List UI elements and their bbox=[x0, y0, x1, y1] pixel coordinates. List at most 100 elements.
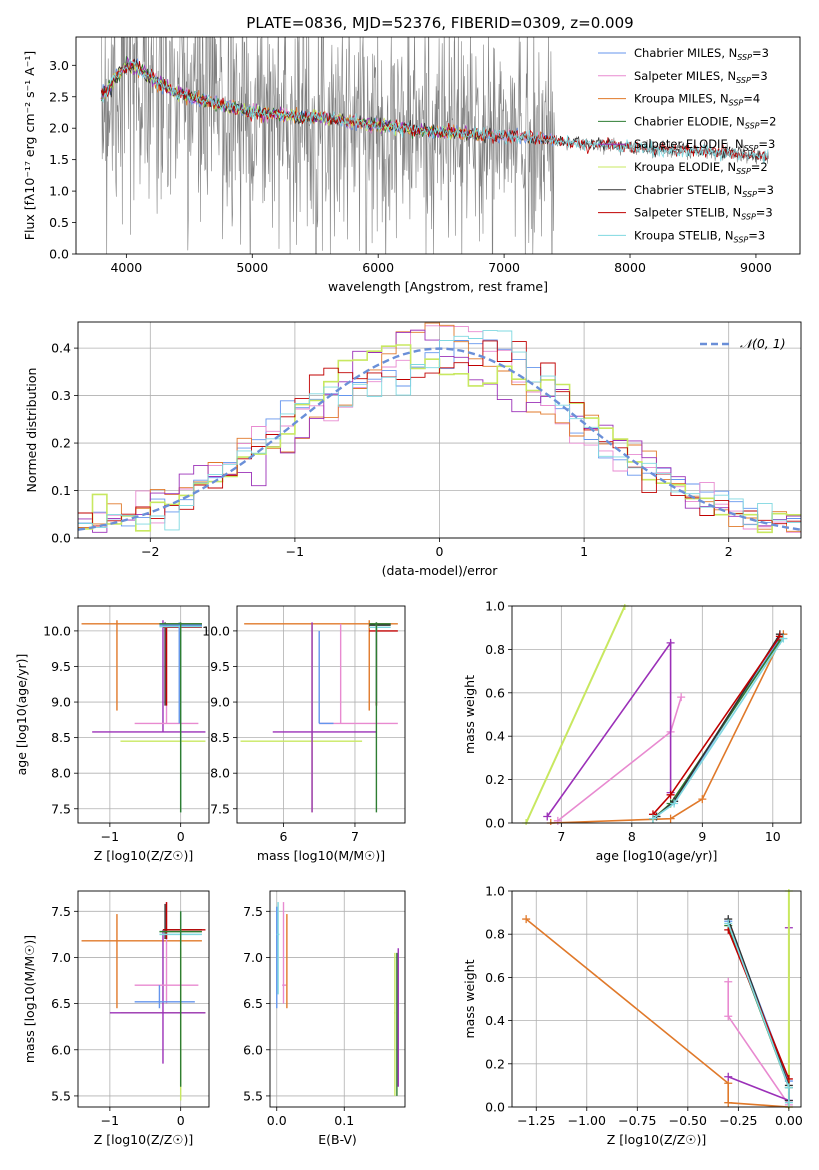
y-tick-label: 0.4 bbox=[485, 729, 505, 744]
residuals-chart: −2 −1 0 1 2 0.0 0.1 0.2 0.3 0.4 (data-model)/error… bbox=[24, 321, 802, 578]
plot-area bbox=[522, 889, 793, 1109]
y-axis-label: mass weight bbox=[462, 959, 477, 1038]
axes-frame bbox=[236, 605, 406, 824]
y-tick-label: 6.5 bbox=[243, 996, 263, 1011]
plots: 4000 5000 6000 7000 8000 90000.00.51.01.52.02… bbox=[14, 36, 803, 1148]
legend-label: Chabrier STELIB, NSSP=3 bbox=[634, 183, 774, 199]
legend-label: Chabrier ELODIE, NSSP=2 bbox=[634, 114, 776, 130]
point-marker bbox=[670, 799, 679, 808]
point-marker bbox=[724, 1072, 733, 1081]
y-tick-label: 5.5 bbox=[51, 1088, 71, 1103]
plot-area bbox=[240, 620, 398, 813]
y-tick-label: 7.0 bbox=[51, 950, 71, 965]
y-tick-label: 6.0 bbox=[51, 1042, 71, 1057]
point-marker bbox=[724, 1012, 733, 1021]
y-tick-label: 7.0 bbox=[243, 950, 263, 965]
series-kroupa_miles bbox=[525, 918, 789, 1108]
y-tick-label: 0.0 bbox=[51, 531, 71, 546]
histogram-kroupa_stelib bbox=[78, 330, 801, 531]
y-tick-label: 0.1 bbox=[51, 483, 71, 498]
point-marker bbox=[677, 693, 686, 702]
legend-label: Salpeter ELODIE, NSSP=3 bbox=[634, 137, 775, 153]
y-axis-label: Normed distribution bbox=[24, 368, 39, 493]
point-marker bbox=[784, 1098, 793, 1107]
x-tick-label: 7 bbox=[351, 829, 359, 844]
y-tick-label: 0.6 bbox=[485, 970, 505, 985]
axes-frame bbox=[77, 605, 210, 824]
point-marker bbox=[666, 638, 675, 647]
y-tick-label: 1.0 bbox=[485, 599, 505, 614]
axes-frame bbox=[269, 890, 406, 1108]
y-tick-label: 9.0 bbox=[210, 695, 230, 710]
y-tick-label: 0.5 bbox=[49, 215, 69, 230]
y-tick-label: 8.0 bbox=[210, 766, 230, 781]
y-tick-label: 0.8 bbox=[485, 642, 505, 657]
spectrum-chart: 4000 5000 6000 7000 8000 9000 0.0 0.5 1.0 1.5 2.0 2… bbox=[22, 36, 801, 294]
y-tick-label: 0.0 bbox=[49, 247, 69, 262]
y-tick-label: 0.6 bbox=[485, 685, 505, 700]
y-tick-label: 0.8 bbox=[485, 927, 505, 942]
x-tick-label: 8 bbox=[628, 829, 636, 844]
axes-frame bbox=[75, 36, 801, 255]
y-tick-label: 3.0 bbox=[49, 58, 69, 73]
plot-area bbox=[81, 902, 206, 1101]
y-tick-label: 1.0 bbox=[49, 184, 69, 199]
point-marker bbox=[522, 915, 531, 924]
point-marker bbox=[666, 790, 675, 799]
axes-frame bbox=[511, 605, 802, 824]
weight_vs_Z-chart: −1.25 −1.00 −0.75 −0.50 −0.25 0.00 0.0 0.2 0.4 0.… bbox=[462, 884, 803, 1148]
x-tick-label: 10 bbox=[765, 829, 781, 844]
y-axis-label: age [log10(age/yr)] bbox=[14, 654, 29, 776]
x-axis-label: Z [log10(Z/Z☉)] bbox=[94, 848, 194, 863]
y-tick-label: 2.5 bbox=[49, 89, 69, 104]
y-axis-label: mass weight bbox=[462, 675, 477, 754]
y-tick-label: 2.0 bbox=[49, 121, 69, 136]
y-tick-label: 0.2 bbox=[485, 772, 505, 787]
y-tick-label: 9.0 bbox=[51, 695, 71, 710]
x-tick-label: 9 bbox=[698, 829, 706, 844]
plot-area bbox=[81, 620, 206, 813]
axes-frame bbox=[77, 321, 802, 539]
y-tick-label: 7.5 bbox=[51, 801, 71, 816]
y-axis-label: Flux [fλ10⁻¹⁷ erg cm⁻² s⁻¹ A⁻¹] bbox=[22, 51, 37, 240]
legend-label: Salpeter STELIB, NSSP=3 bbox=[634, 206, 773, 222]
observed-spectrum bbox=[101, 37, 769, 254]
y-tick-label: 10.0 bbox=[43, 623, 71, 638]
histogram-kroupa_miles bbox=[78, 322, 801, 532]
x-tick-label: 7 bbox=[557, 829, 565, 844]
point-marker bbox=[648, 814, 657, 823]
x-tick-label: −1.25 bbox=[517, 1113, 555, 1128]
x-tick-label: 0.00 bbox=[775, 1113, 803, 1128]
x-tick-label: −0.25 bbox=[719, 1113, 757, 1128]
x-tick-label: 7000 bbox=[488, 260, 520, 275]
y-tick-label: 9.5 bbox=[51, 659, 71, 674]
x-axis-label: wavelength [Angstrom, rest frame] bbox=[328, 279, 548, 294]
axes-frame bbox=[77, 890, 210, 1108]
y-tick-label: 0.2 bbox=[51, 436, 71, 451]
y-tick-label: 7.5 bbox=[243, 904, 263, 919]
y-tick-label: 8.5 bbox=[210, 730, 230, 745]
legend-label: Chabrier MILES, NSSP=3 bbox=[634, 46, 769, 62]
x-tick-label: −1 bbox=[101, 829, 119, 844]
y-tick-label: 0.4 bbox=[485, 1013, 505, 1028]
point-marker bbox=[724, 1098, 733, 1107]
histogram-salpeter_stelib bbox=[78, 340, 801, 527]
y-tick-label: 8.5 bbox=[51, 730, 71, 745]
y-tick-label: 6.0 bbox=[243, 1042, 263, 1057]
y-tick-label: 0.3 bbox=[51, 388, 71, 403]
legend-label: 𝒩(0, 1) bbox=[740, 336, 786, 351]
legend-label: Kroupa ELODIE, NSSP=2 bbox=[634, 160, 768, 176]
x-tick-label: 0 bbox=[436, 544, 444, 559]
mass_vs_ebv-chart: 0.0 0.1 5.5 6.0 6.5 7.0 7.5 E(B-V) bbox=[243, 890, 406, 1147]
x-tick-label: 2 bbox=[725, 544, 733, 559]
y-tick-label: 6.5 bbox=[51, 996, 71, 1011]
plot-area bbox=[100, 37, 769, 254]
x-tick-label: 5000 bbox=[236, 260, 268, 275]
x-tick-label: 6 bbox=[279, 829, 287, 844]
y-tick-label: 0.2 bbox=[485, 1056, 505, 1071]
y-axis-label: mass [log10(M/M☉)] bbox=[22, 935, 37, 1063]
x-tick-label: 1 bbox=[580, 544, 588, 559]
x-axis-label: Z [log10(Z/Z☉)] bbox=[607, 1132, 707, 1147]
x-tick-label: 6000 bbox=[362, 260, 394, 275]
